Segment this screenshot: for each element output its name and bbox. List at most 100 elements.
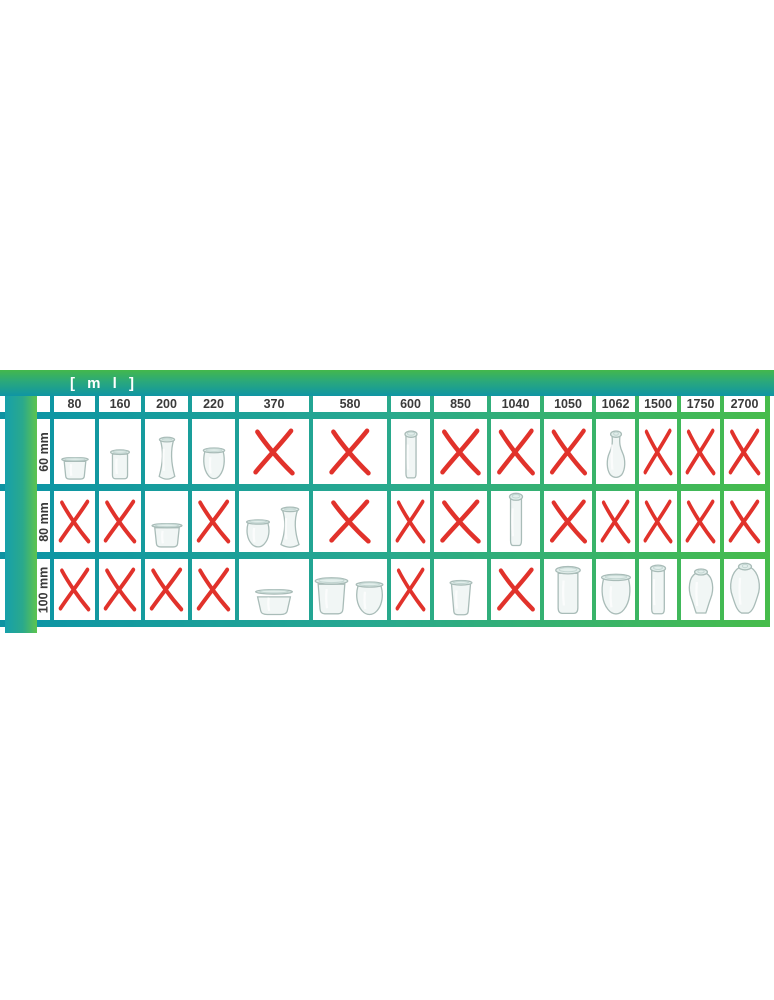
tall-straight-jar-icon [551,565,585,617]
bulb-jar-icon [726,561,764,617]
cell-80mm-850 [434,491,487,552]
cell-60mm-1500 [639,419,677,484]
cell-100mm-1050 [544,559,592,620]
cell-60mm-200 [145,419,188,484]
column-header-1050: 1050 [544,396,592,412]
cup-m-jar-icon [243,519,273,549]
not-available-icon [600,499,631,544]
cell-60mm-1040 [491,419,540,484]
not-available-icon [549,427,587,476]
availability-grid: 80 160 200 220 370 580 600 850 1040 1050 1062 1500 1… [37,396,770,627]
not-available-icon [685,499,716,544]
column-header-370: 370 [239,396,309,412]
cell-100mm-160 [99,559,141,620]
mold-l-jar-icon [313,577,350,617]
cylinder-xl-jar-icon [643,563,673,617]
left-gradient-bar [5,396,37,633]
cup-xl-jar-icon [597,573,635,617]
column-header-1040: 1040 [491,396,540,412]
cell-80mm-1750 [681,491,720,552]
not-available-icon [395,499,426,544]
cell-60mm-370 [239,419,309,484]
cell-100mm-370 [239,559,309,620]
not-available-icon [549,499,587,544]
cell-60mm-1050 [544,419,592,484]
cell-60mm-1750 [681,419,720,484]
cell-60mm-850 [434,419,487,484]
tumbler-jar-icon [444,579,478,617]
cell-60mm-600 [391,419,430,484]
cell-100mm-600 [391,559,430,620]
cell-100mm-1750 [681,559,720,620]
not-available-icon [329,499,371,544]
hourglass-s-jar-icon [154,435,180,481]
not-available-icon [149,567,184,612]
column-header-1750: 1750 [681,396,720,412]
cell-80mm-1050 [544,491,592,552]
cylinder-m-jar-icon [399,429,423,481]
row-header-80mm: 80 mm [37,491,50,552]
column-header-80: 80 [54,396,95,412]
cell-100mm-850 [434,559,487,620]
not-available-icon [496,567,535,612]
cell-100mm-1500 [639,559,677,620]
cell-100mm-1062 [596,559,635,620]
not-available-icon [643,499,673,544]
cell-80mm-370 [239,491,309,552]
cell-80mm-1062 [596,491,635,552]
column-header-220: 220 [192,396,235,412]
not-available-icon [728,427,761,476]
cup-l-jar-icon [352,581,387,617]
cell-80mm-220 [192,491,235,552]
cylinder-l-jar-icon [503,491,529,549]
cell-80mm-160 [99,491,141,552]
tulip-jar-icon [685,567,717,617]
cell-100mm-220 [192,559,235,620]
cell-80mm-200 [145,491,188,552]
straight-s-jar-icon [107,449,133,481]
row-header-100mm: 100 mm [37,559,50,620]
cell-60mm-160 [99,419,141,484]
not-available-icon [103,567,137,612]
unit-header-bar: [ m l ] [0,370,774,396]
not-available-icon [643,427,673,476]
column-header-1500: 1500 [639,396,677,412]
column-header-200: 200 [145,396,188,412]
cell-80mm-580 [313,491,387,552]
cell-60mm-580 [313,419,387,484]
not-available-icon [103,499,137,544]
corner-cell [37,396,50,412]
not-available-icon [58,567,91,612]
cell-100mm-2700 [724,559,765,620]
cup-s-jar-icon [200,447,228,481]
not-available-icon [685,427,716,476]
not-available-icon [58,499,91,544]
cell-100mm-1040 [491,559,540,620]
not-available-icon [440,427,481,476]
not-available-icon [440,499,481,544]
column-header-160: 160 [99,396,141,412]
cell-100mm-80 [54,559,95,620]
not-available-icon [196,499,231,544]
cell-60mm-220 [192,419,235,484]
hourglass-m-jar-icon [275,505,305,549]
not-available-icon [253,427,295,476]
bowl-jar-icon [254,589,294,617]
column-header-2700: 2700 [724,396,765,412]
column-header-1062: 1062 [596,396,635,412]
column-header-600: 600 [391,396,430,412]
cell-80mm-1500 [639,491,677,552]
cell-80mm-80 [54,491,95,552]
cell-100mm-200 [145,559,188,620]
mold-s-jar-icon [60,457,90,481]
not-available-icon [329,427,371,476]
cell-100mm-580 [313,559,387,620]
not-available-icon [496,427,535,476]
cell-60mm-80 [54,419,95,484]
column-header-850: 850 [434,396,487,412]
row-header-60mm: 60 mm [37,419,50,484]
cell-60mm-2700 [724,419,765,484]
cell-80mm-600 [391,491,430,552]
bottle-jar-icon [601,429,631,481]
